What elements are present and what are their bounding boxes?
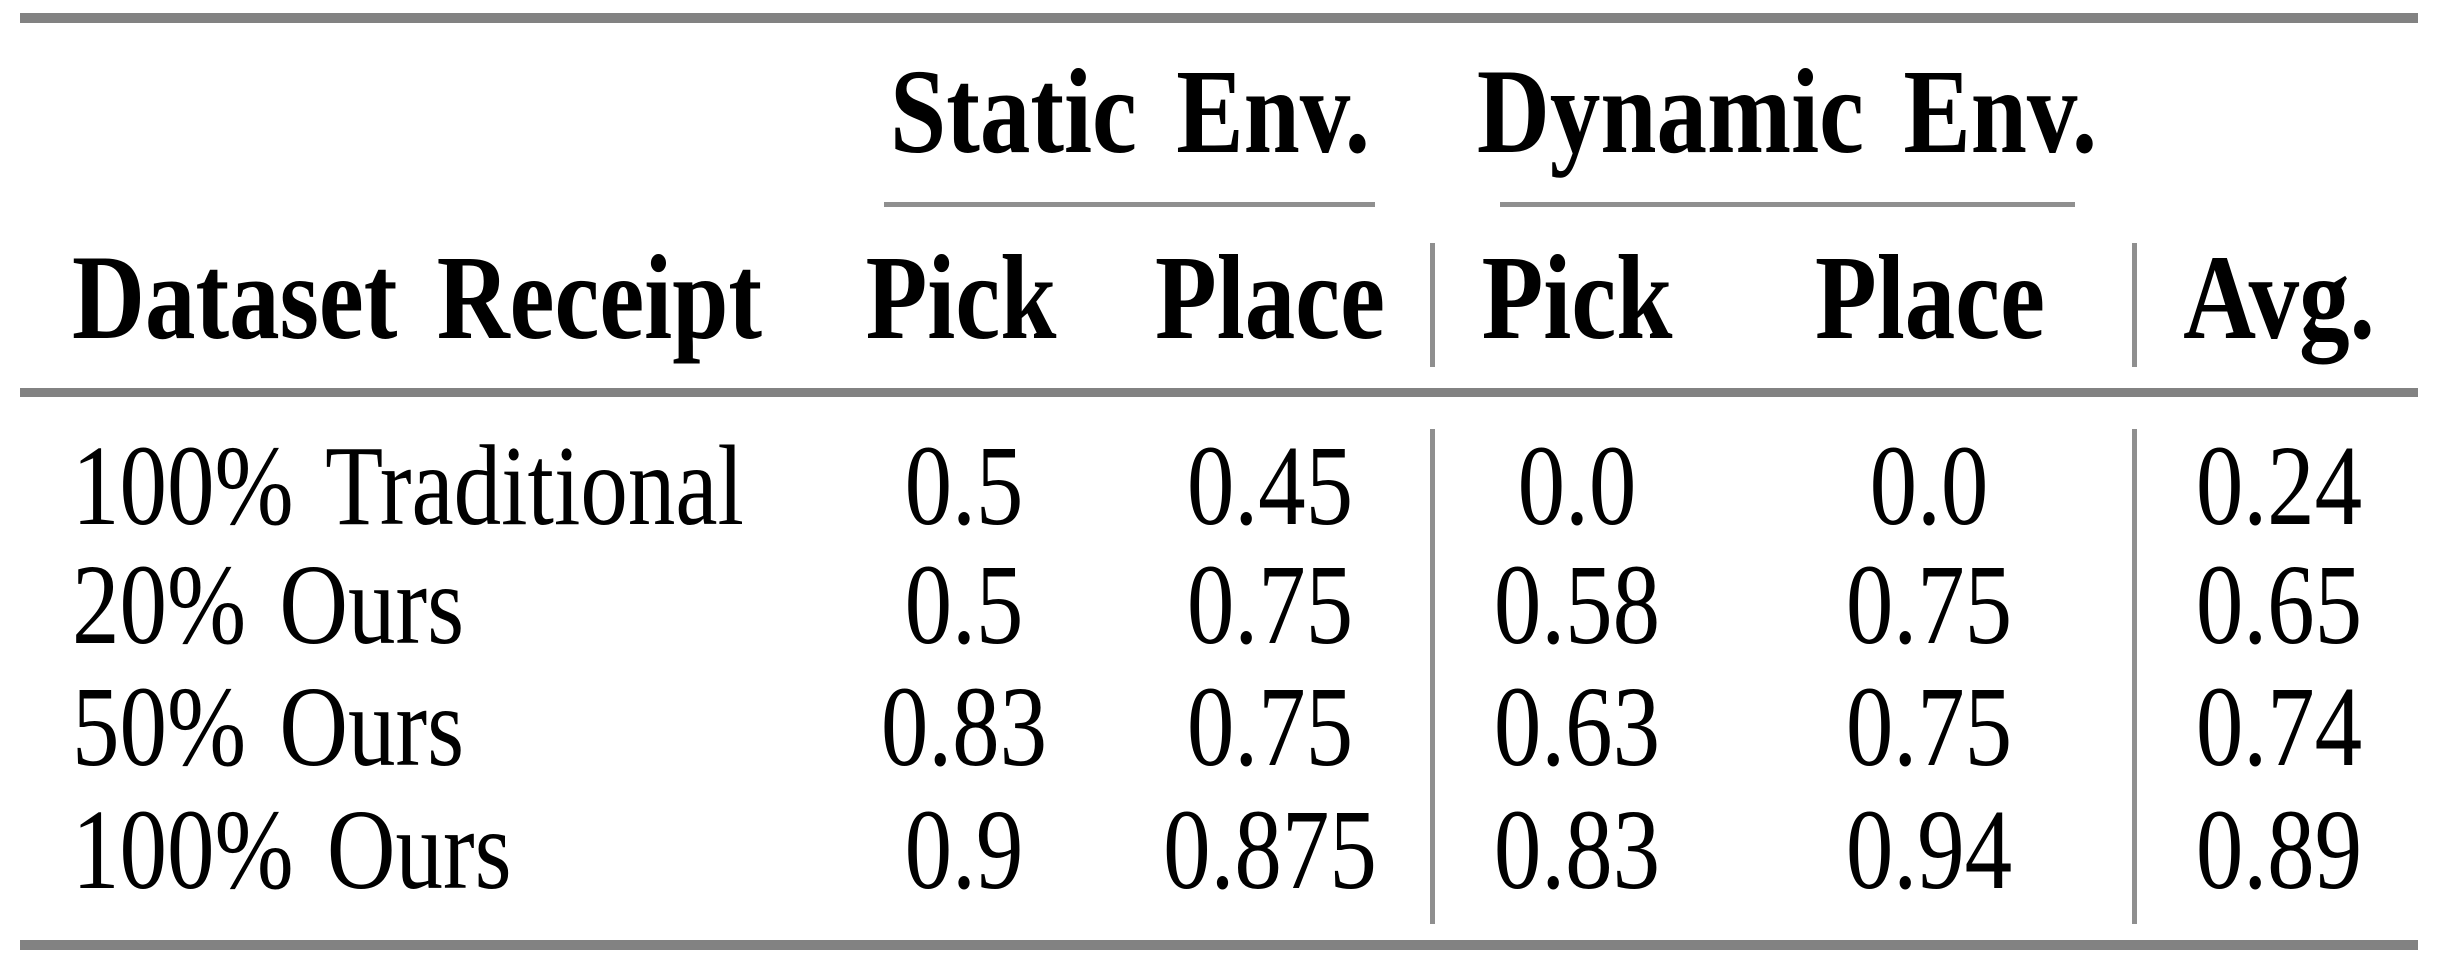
table-cell: 0.24: [2195, 421, 2363, 549]
table-cell: 0.74: [2195, 662, 2363, 790]
group-header-dynamic-env: Dynamic Env.: [1476, 44, 2098, 179]
table-cell: 0.83: [880, 662, 1048, 790]
col-header-avg: Avg.: [2183, 230, 2375, 365]
table-cell: 0.94: [1845, 785, 2013, 913]
header-rule: [20, 388, 2418, 397]
vertical-separator-2-header: [2132, 243, 2137, 367]
cmidrule-static-env: [884, 202, 1375, 207]
group-header-static-env: Static Env.: [890, 44, 1370, 179]
bottom-rule: [20, 940, 2418, 950]
table-cell: 0.45: [1186, 421, 1354, 549]
col-header-dynamic-pick: Pick: [1481, 230, 1673, 365]
table-cell: 0.0: [1517, 421, 1637, 549]
table-cell: 0.5: [904, 540, 1024, 668]
table-cell: 0.58: [1493, 540, 1661, 668]
table-cell: 0.9: [904, 785, 1024, 913]
cmidrule-dynamic-env: [1500, 202, 2075, 207]
table-cell: 0.0: [1869, 421, 1989, 549]
table-cell: 0.5: [904, 421, 1024, 549]
vertical-separator-1-header: [1430, 243, 1435, 367]
col-header-static-place: Place: [1155, 230, 1385, 365]
table-cell: 0.875: [1163, 785, 1377, 913]
col-header-dataset-receipt: Dataset Receipt: [72, 230, 763, 365]
table-cell: 0.63: [1493, 662, 1661, 790]
col-header-static-pick: Pick: [865, 230, 1057, 365]
row-label: 20% Ours: [72, 540, 465, 668]
table-cell: 0.75: [1186, 540, 1354, 668]
table-cell: 0.75: [1845, 540, 2013, 668]
table-cell: 0.89: [2195, 785, 2363, 913]
table-cell: 0.75: [1186, 662, 1354, 790]
row-label: 100% Ours: [72, 785, 512, 913]
row-label: 100% Traditional: [72, 421, 744, 549]
vertical-separator-1-body: [1430, 429, 1435, 924]
vertical-separator-2-body: [2132, 429, 2137, 924]
table-cell: 0.83: [1493, 785, 1661, 913]
row-label: 50% Ours: [72, 662, 465, 790]
top-rule: [20, 13, 2418, 23]
table-cell: 0.75: [1845, 662, 2013, 790]
table-cell: 0.65: [2195, 540, 2363, 668]
col-header-dynamic-place: Place: [1815, 230, 2045, 365]
